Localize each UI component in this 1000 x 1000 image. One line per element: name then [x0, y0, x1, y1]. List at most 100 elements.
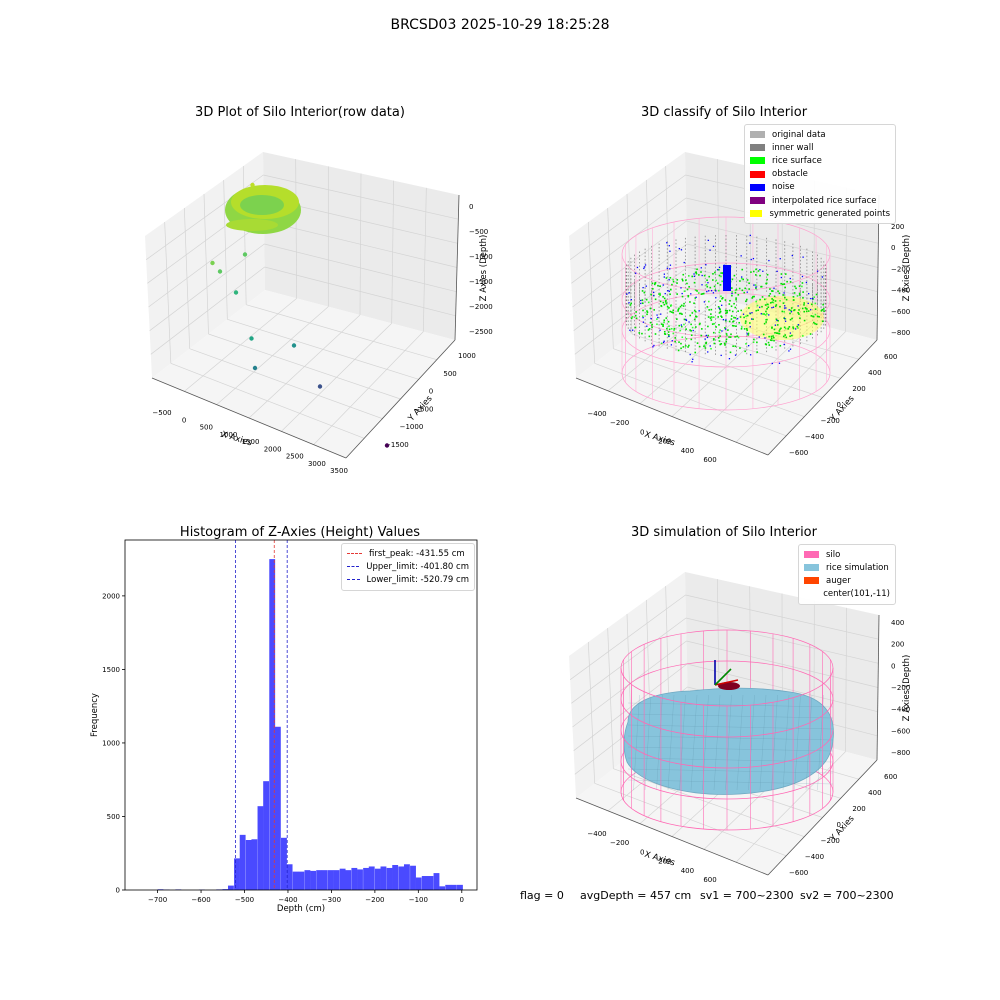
rice-point [766, 308, 768, 310]
rice-point [807, 310, 810, 312]
raw-point [210, 260, 215, 266]
mesh-line [725, 694, 732, 791]
classify-chart-title: 3D classify of Silo Interior [641, 105, 808, 120]
noise-point [678, 247, 680, 250]
rice-point [772, 335, 774, 337]
rice-point [757, 270, 760, 272]
noise-point [752, 257, 755, 260]
rice-point [764, 298, 766, 301]
legend-swatch [750, 170, 765, 178]
raw-point [242, 252, 248, 257]
sim-axis-x [714, 679, 739, 686]
mesh-line [736, 694, 744, 791]
tick-label: −200 [610, 839, 629, 847]
noise-point [762, 270, 764, 272]
noise-point [683, 261, 685, 264]
rice-point [734, 317, 737, 319]
raw-z-axis-label: Z Axies (Depth) [479, 235, 489, 302]
legend-item-center: center(101,-11) [804, 588, 890, 601]
rice-point [681, 295, 684, 298]
hist-bar [269, 559, 276, 890]
mesh-line [782, 694, 790, 791]
rice-point [643, 291, 646, 294]
rice-point [706, 306, 709, 308]
mesh-line [771, 694, 778, 791]
rice-point [690, 338, 693, 341]
rice-point [755, 309, 758, 312]
rice-point [689, 314, 692, 317]
rice-point [688, 286, 690, 288]
sim-rice-mesh [627, 694, 834, 791]
raw-point [317, 384, 323, 389]
rice-point [746, 314, 749, 317]
noise-point [644, 264, 647, 266]
noise-point [653, 344, 655, 347]
legend-line [347, 553, 362, 555]
rice-point [669, 293, 671, 296]
noise-point [776, 270, 778, 273]
axis-line [767, 759, 878, 876]
rice-point [696, 290, 698, 292]
rice-point [784, 286, 786, 289]
rice-point [709, 286, 712, 289]
noise-point [768, 314, 770, 316]
rice-point [740, 309, 743, 312]
noise-point [721, 304, 723, 306]
sim-silo-wireframe-front [620, 667, 834, 831]
noise-point [759, 306, 761, 308]
rice-point [802, 297, 804, 299]
rice-point [784, 296, 786, 299]
rice-point [746, 279, 749, 281]
rice-point [798, 285, 801, 287]
axis-line [575, 797, 769, 876]
rice-point [715, 279, 718, 282]
noise-point [746, 333, 748, 335]
rice-point [745, 315, 747, 318]
rice-point [767, 306, 770, 308]
hist-bar [222, 889, 229, 890]
rice-point [803, 302, 805, 304]
rice-point [738, 287, 741, 290]
axis-line [454, 194, 460, 341]
noise-point [780, 276, 783, 279]
rice-point [778, 292, 781, 295]
rice-point [814, 302, 817, 305]
legend-label: first_peak: -431.55 cm [369, 548, 465, 559]
y-tick-label: 500 [107, 813, 120, 821]
y-tick-label: 0 [116, 887, 120, 895]
rice-point [681, 313, 683, 315]
rice-point [747, 334, 750, 336]
rice-point [720, 272, 722, 274]
classify-x-axis-label: X Axies [643, 430, 676, 449]
rice-point [773, 339, 775, 342]
rice-point [745, 300, 747, 303]
rice-point [730, 333, 732, 336]
noise-point [764, 337, 766, 339]
noise-point [628, 292, 630, 294]
noise-point [642, 286, 644, 289]
rice-point [809, 333, 812, 335]
noise-point [653, 294, 655, 297]
noise-point [709, 249, 711, 251]
rice-point [665, 277, 668, 279]
rice-point [693, 281, 696, 284]
noise-point [773, 287, 775, 289]
noise-point [692, 358, 694, 360]
noise-point [709, 345, 711, 347]
tick-label: −400 [891, 287, 910, 295]
rice-point [728, 309, 731, 312]
hist-x-ticks: −700 −600 −500 −400 −300 −200 −100 0 [148, 890, 464, 904]
noise-point [656, 314, 658, 316]
raw-cloud-band [226, 219, 278, 231]
y-tick-label: 1500 [102, 666, 120, 674]
noise-point [662, 341, 665, 344]
rice-point [724, 327, 726, 329]
rice-point [762, 333, 765, 336]
rice-point [783, 283, 786, 285]
noise-point [710, 290, 713, 292]
rice-point [726, 310, 729, 312]
noise-point [768, 259, 770, 262]
hist-bar [304, 870, 311, 890]
axes-pane [263, 152, 459, 340]
